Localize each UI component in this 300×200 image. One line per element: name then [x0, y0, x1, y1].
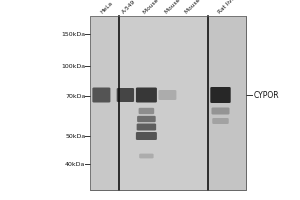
- Bar: [118, 16, 208, 190]
- FancyBboxPatch shape: [210, 87, 231, 103]
- FancyBboxPatch shape: [136, 124, 156, 130]
- Text: Mouse lung: Mouse lung: [143, 0, 170, 15]
- Text: 70kDa: 70kDa: [65, 94, 85, 98]
- FancyBboxPatch shape: [212, 108, 230, 114]
- Text: 50kDa: 50kDa: [65, 134, 85, 138]
- Text: A-549: A-549: [121, 0, 137, 15]
- Text: 40kDa: 40kDa: [65, 162, 85, 166]
- Text: 100kDa: 100kDa: [61, 64, 85, 68]
- FancyBboxPatch shape: [158, 90, 176, 100]
- Text: 150kDa: 150kDa: [61, 31, 85, 36]
- Bar: [90, 16, 118, 190]
- Bar: [90, 16, 246, 190]
- FancyBboxPatch shape: [136, 88, 157, 102]
- Text: Mouse brain: Mouse brain: [184, 0, 213, 15]
- Text: Mouse liver: Mouse liver: [164, 0, 191, 15]
- FancyBboxPatch shape: [117, 88, 134, 102]
- FancyBboxPatch shape: [137, 116, 156, 122]
- FancyBboxPatch shape: [136, 132, 157, 140]
- FancyBboxPatch shape: [212, 118, 229, 124]
- FancyBboxPatch shape: [139, 154, 154, 158]
- Bar: [208, 16, 246, 190]
- Bar: [90, 16, 246, 190]
- Text: Rat liver: Rat liver: [217, 0, 238, 15]
- FancyBboxPatch shape: [139, 108, 154, 114]
- FancyBboxPatch shape: [92, 88, 110, 102]
- Text: CYPOR: CYPOR: [254, 90, 279, 99]
- Text: HeLa: HeLa: [100, 1, 114, 15]
